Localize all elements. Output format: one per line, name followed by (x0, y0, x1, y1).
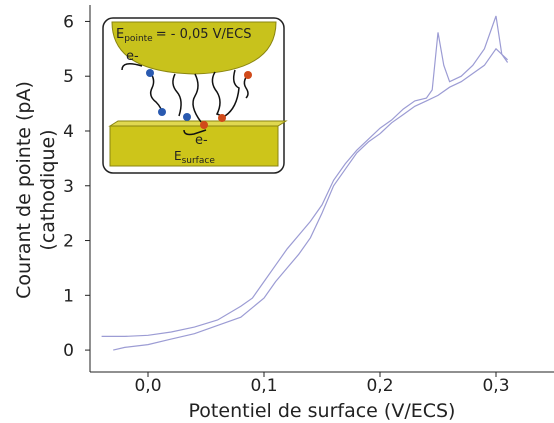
tip (111, 21, 277, 75)
molecule (218, 114, 226, 122)
data-line (101, 15, 509, 337)
y-tick-label: 0 (63, 341, 74, 361)
molecule (244, 71, 252, 79)
surface-label: Esurface (174, 149, 215, 166)
surface-top (108, 120, 288, 127)
y-tick-label: 2 (63, 232, 74, 252)
molecule (183, 113, 191, 121)
molecule (158, 108, 166, 116)
x-tick-label: 0,2 (366, 376, 393, 396)
inset: Epointe = - 0,05 V/ECS e- e- Esurface (102, 17, 288, 174)
x-tick-label: 0,3 (482, 376, 509, 396)
y-tick-label: 4 (63, 122, 74, 142)
data-line (113, 47, 509, 351)
y-tick-label: 3 (63, 177, 74, 197)
electron-label: e- (195, 133, 208, 148)
y-axis-label: Courant de pointe (pA) (13, 81, 35, 299)
y-axis-label: (cathodique) (37, 129, 59, 250)
molecule (200, 121, 208, 129)
electron-label: e- (126, 49, 139, 64)
x-tick-label: 0,0 (134, 376, 161, 396)
y-tick-label: 6 (63, 12, 74, 32)
tip-label: Epointe = - 0,05 V/ECS (116, 27, 251, 44)
x-axis-label: Potentiel de surface (V/ECS) (189, 400, 456, 422)
y-tick-label: 1 (63, 286, 74, 306)
x-tick-label: 0,1 (250, 376, 277, 396)
molecule (146, 69, 154, 77)
y-tick-label: 5 (63, 67, 74, 87)
